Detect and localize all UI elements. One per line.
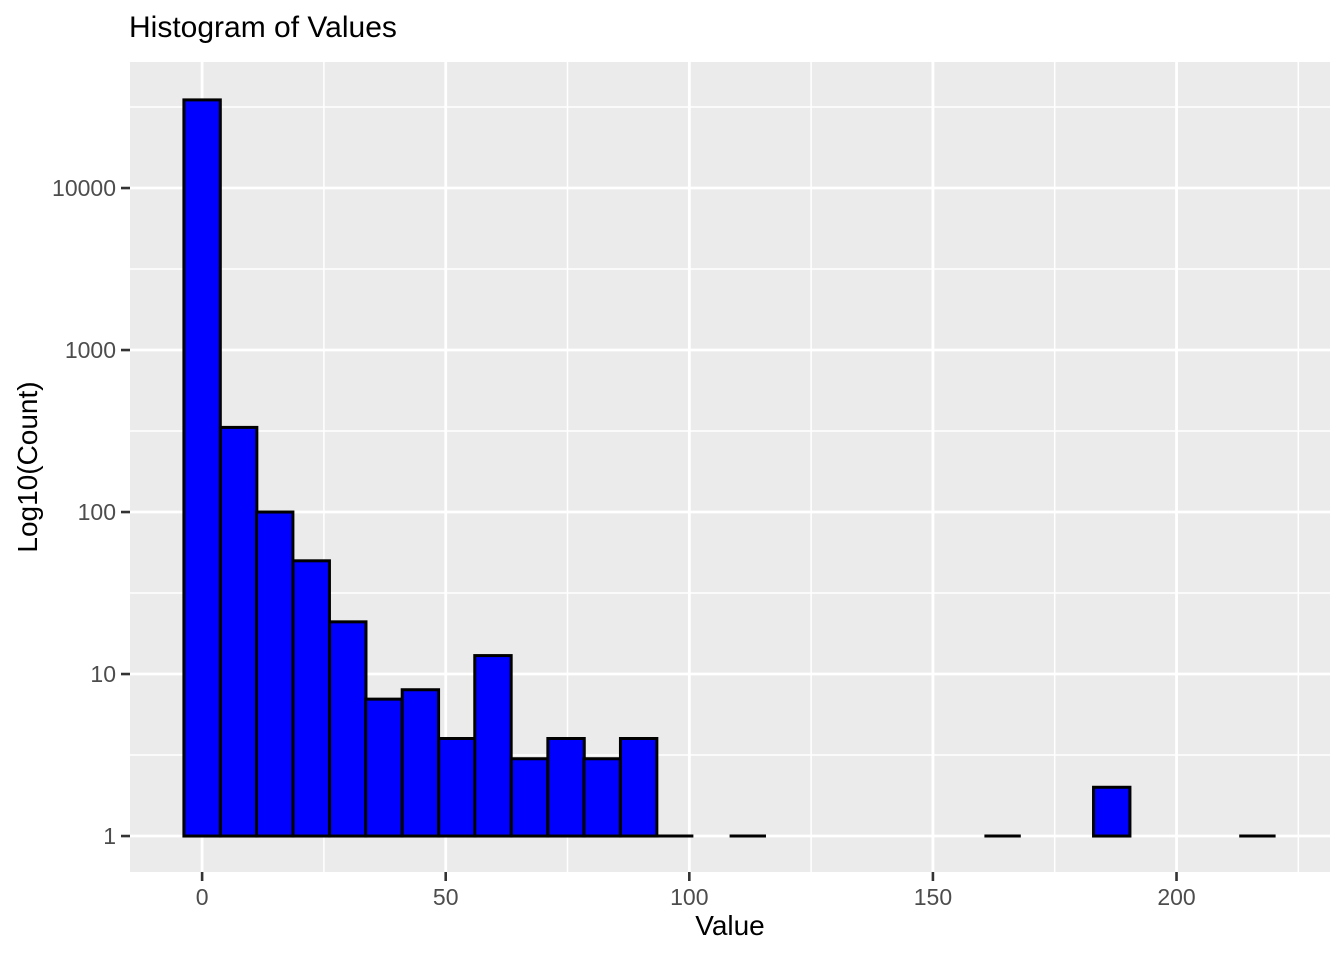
histogram-bar xyxy=(509,757,550,838)
chart-title: Histogram of Values xyxy=(129,11,397,44)
y-tick-label: 100 xyxy=(77,499,116,526)
x-tick-label: 150 xyxy=(913,884,953,910)
histogram-bar xyxy=(582,757,622,838)
x-tick-label: 100 xyxy=(670,884,709,910)
histogram-bar xyxy=(618,737,659,838)
histogram-bar xyxy=(364,697,404,838)
y-tick-label: 1000 xyxy=(64,337,116,364)
x-tick-label: 0 xyxy=(195,884,209,910)
y-tick-label: 10000 xyxy=(52,175,116,202)
x-axis-title: Value xyxy=(695,910,765,941)
x-tick-label: 200 xyxy=(1157,884,1196,910)
histogram-bar xyxy=(182,98,222,838)
histogram-bar xyxy=(546,737,586,838)
histogram-bar xyxy=(1092,785,1132,838)
histogram-bar xyxy=(437,737,477,838)
y-tick-label: 10 xyxy=(90,661,116,688)
histogram-bar xyxy=(328,620,368,838)
histogram-bar xyxy=(473,654,513,838)
y-tick-label: 1 xyxy=(103,823,116,850)
histogram-bar xyxy=(218,425,259,838)
x-tick-label: 50 xyxy=(432,884,459,910)
y-axis-title: Log10(Count) xyxy=(12,381,43,553)
histogram-bar xyxy=(400,688,441,838)
histogram-bar xyxy=(255,510,295,838)
histogram-bar xyxy=(291,559,331,838)
